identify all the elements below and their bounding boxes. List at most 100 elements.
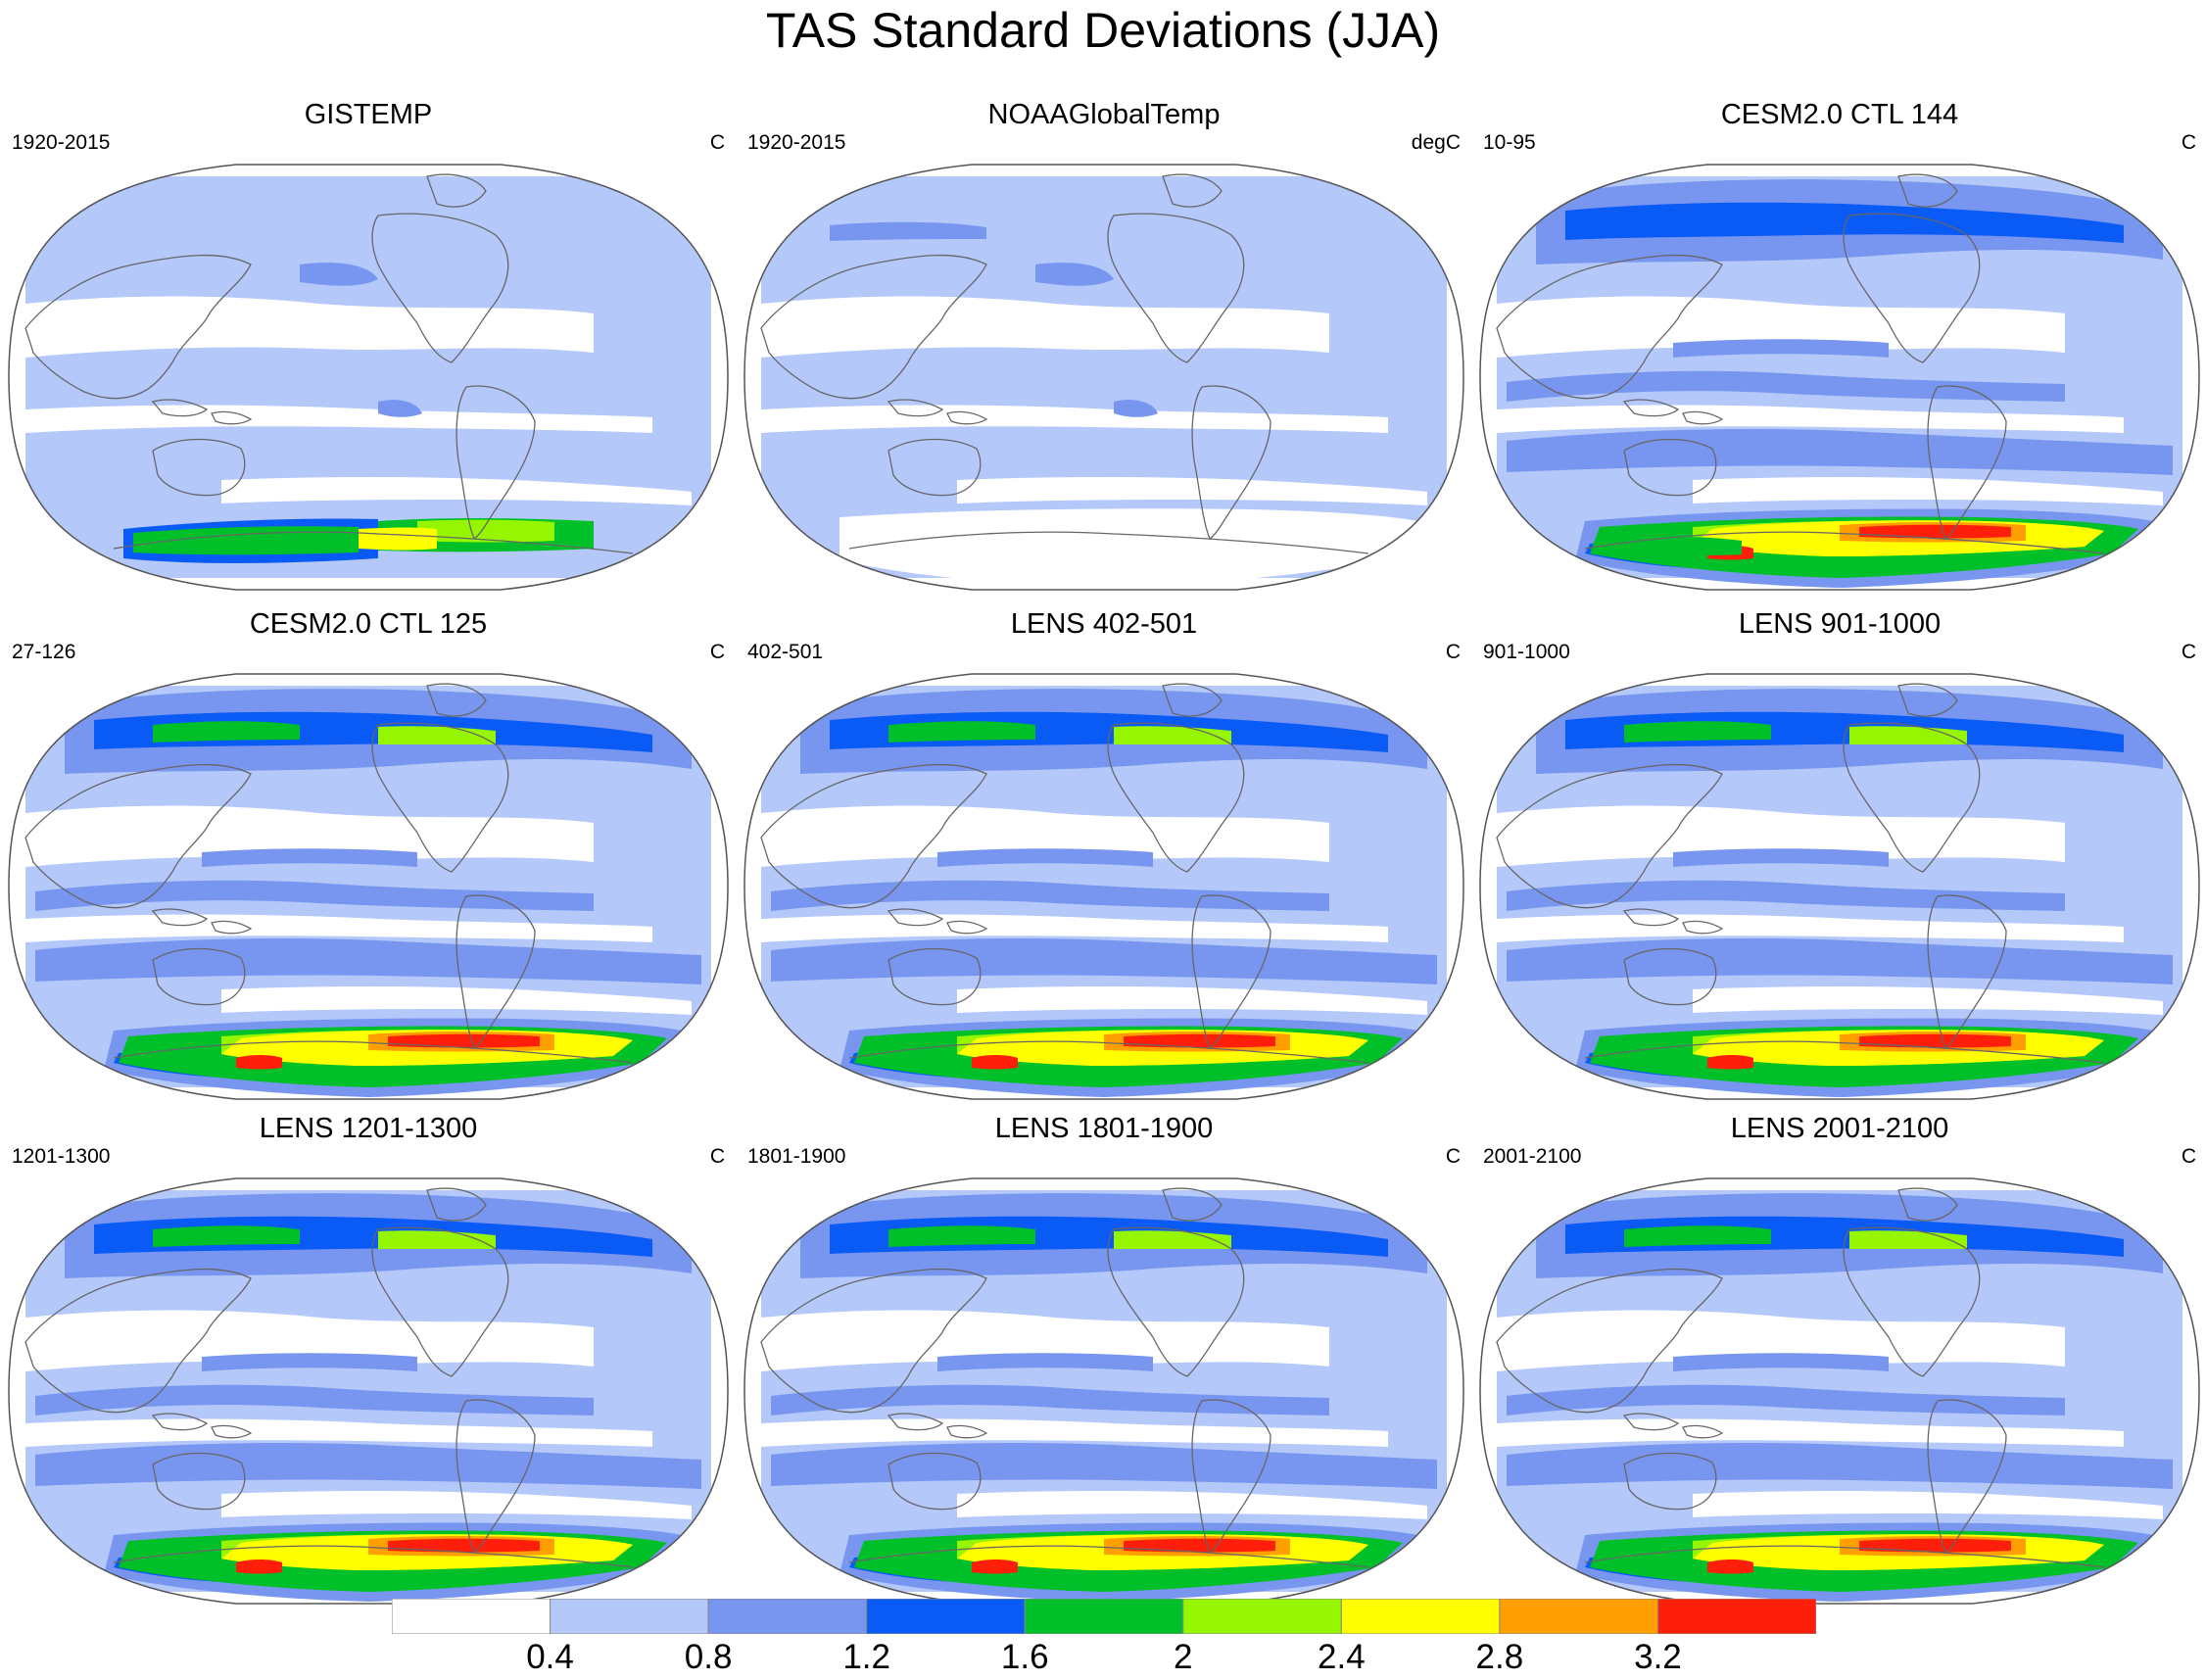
coastline [946,1424,988,1439]
contour-band [957,477,1427,505]
contour-band [1124,1033,1275,1048]
contour-band [771,1443,1437,1489]
contour-band [25,914,652,942]
map-plot [8,1177,729,1605]
contour-band [1507,1443,2173,1489]
coastline [1162,683,1223,717]
coastline [887,908,944,927]
colorbar-swatch [1499,1599,1658,1634]
coastline [1623,438,1717,497]
coastline [211,1424,253,1439]
contour-band [839,508,1417,588]
coastline [1843,213,1981,363]
map-panel: LENS 402-501 402-501 C [742,607,1466,1100]
coastline [24,763,252,909]
coastline [426,173,487,208]
contour-band [35,880,594,911]
colorbar-tick-label: 0.8 [684,1638,733,1676]
contour-band [1673,339,1889,358]
map-panel: LENS 2001-2100 2001-2100 C [1477,1112,2202,1605]
contour-band [300,263,378,286]
panel-units: degC [1411,131,1461,154]
contour-band [221,477,692,505]
contour-band [830,221,986,241]
contour-band [957,1491,1427,1519]
contour-band [1707,1560,1753,1574]
panel-period: 27-126 [12,641,76,663]
contour-band [761,914,1388,942]
coastline [760,254,987,400]
contour-band [1114,400,1158,417]
contour-band [888,721,1035,743]
contour-band [761,176,1447,578]
coastline [1107,722,1245,873]
colorbar-swatch [1340,1599,1501,1634]
map-outline [743,673,1464,1100]
panel-period: 1920-2015 [747,131,846,154]
coastline [371,1226,509,1377]
contour-band [1673,848,1889,867]
coastline [887,1413,944,1431]
map-plot [8,673,729,1100]
contour-band [35,1384,594,1416]
coastline [1191,385,1271,541]
panel-period: 1801-1900 [747,1145,846,1168]
coastline [1191,1399,1271,1555]
panel-units: C [1445,641,1461,663]
contour-band [359,527,437,551]
contour-band [1497,1418,2124,1447]
figure-title: TAS Standard Deviations (JJA) [765,3,1441,58]
colorbar-swatch [866,1599,1026,1634]
map-panel: LENS 901-1000 901-1000 C [1477,607,2202,1100]
coastline [1927,385,2007,541]
coastline [152,1452,246,1511]
contour-band [25,1418,652,1447]
coastline [887,438,982,497]
contour-band [1124,1538,1275,1553]
coastline [1897,1187,1958,1222]
coastline [1897,173,1958,208]
panel-title: CESM2.0 CTL 125 [249,608,488,640]
contour-band [761,405,1388,433]
map-plot [1479,1177,2200,1605]
coastline [151,908,209,927]
colorbar-swatch [1182,1599,1342,1634]
colorbar-tick-label: 1.6 [1000,1638,1049,1676]
colorbar-tick-label: 2.4 [1318,1638,1366,1676]
panel-units: C [2181,131,2196,154]
map-outline [1479,1177,2200,1605]
coastline [1622,1413,1680,1431]
contour-band [1624,721,1771,743]
coastline [1843,722,1981,873]
coastline [1622,399,1680,417]
colorbar-tick-label: 0.4 [526,1638,574,1676]
coastline [371,722,509,873]
coastline [1622,908,1680,927]
contour-band [133,526,359,555]
coastline [1191,894,1271,1050]
panel-units: C [709,1145,725,1168]
coastline [946,410,988,425]
contour-band [1497,805,2065,867]
contour-band [1565,202,2124,243]
contour-band [1693,986,2163,1015]
coastline [426,683,487,717]
contour-band [937,848,1153,867]
coastline [152,438,246,497]
contour-band [1859,524,2011,539]
coastline [24,1268,252,1414]
contour-band [771,938,1437,984]
coastline [848,1545,1369,1568]
contour-band [221,1491,692,1519]
map-panel: NOAAGlobalTemp 1920-2015 degC [742,98,1466,591]
coastline [1584,1040,2105,1064]
contour-band [25,805,594,867]
coastline [1584,1545,2105,1568]
coastline [1162,1187,1223,1222]
coastline [946,920,988,935]
coastline [151,399,209,417]
colorbar-tick-label: 2.8 [1475,1638,1524,1676]
coastline [113,1545,634,1568]
colorbar [392,1599,1816,1634]
